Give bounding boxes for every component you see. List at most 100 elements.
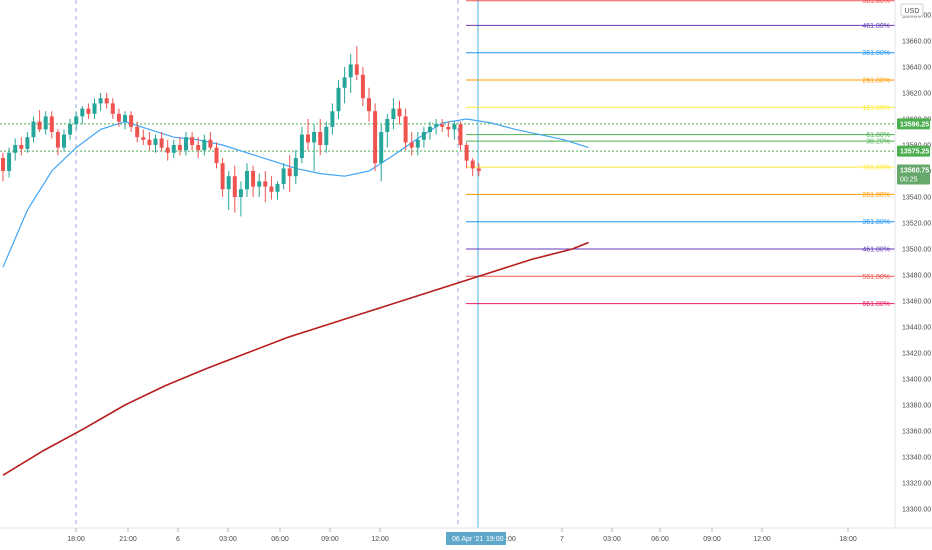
last-price-tag-countdown: 00:25 [900,177,918,184]
candle-body [367,98,371,112]
price-tick-label: 13660.00 [902,39,931,46]
candle [190,132,195,151]
candle-body [330,111,335,127]
candle [49,111,54,139]
time-tick-label: 06:00 [271,536,289,543]
candle [220,158,225,197]
candle [238,181,243,217]
candle [330,103,335,135]
candle-body [287,168,292,177]
candlesticks [1,46,481,217]
candle [367,87,371,122]
candle [379,124,384,182]
time-tick-label: 06:00 [651,536,669,543]
upper-price-tag-text: 13596.25 [900,121,929,128]
candle-body [123,115,127,122]
candle [92,98,97,119]
candle [13,138,18,161]
currency-label: USD [905,8,920,15]
price-tags: 13596.25 13575.25 13560.75 00:25 [897,118,930,185]
price-tick-label: 13400.00 [902,377,931,384]
candle-body [177,145,182,151]
candle [318,119,323,156]
crosshair-time-bg [446,532,506,545]
candle-body [208,139,213,148]
candle-body [257,181,262,187]
candle-body [43,116,48,130]
candle [226,171,231,210]
candle [312,124,317,171]
time-tick-label: 03:00 [603,536,621,543]
candle [232,165,237,213]
candle-body [409,142,414,148]
candle-body [74,116,79,125]
candle [446,121,451,138]
candle [37,109,42,132]
candle-body [458,124,463,145]
candle-body [299,134,304,158]
price-tick-label: 13360.00 [902,429,931,436]
price-tick-label: 13340.00 [902,455,931,462]
candle [397,100,402,125]
candle [165,139,170,161]
time-tick-label: 12:00 [753,536,771,543]
candle [452,121,457,140]
candle [421,126,426,148]
time-tick-label: 18:00 [839,536,857,543]
candle-body [55,132,60,148]
candle-body [110,103,115,114]
fibonacci-levels: 561.80% 461.80% 361.80% 261.80% 161.80% 61.80… [466,0,895,308]
price-tick-label: 13440.00 [902,325,931,332]
candle-body [238,189,243,197]
candle [464,142,469,169]
candle-body [324,126,329,145]
candle-body [397,108,402,117]
candle-body [80,108,85,117]
candle-body [214,147,219,164]
candle-body [391,108,396,119]
candle-body [226,176,231,190]
candle [184,132,188,156]
price-tick-label: 13480.00 [902,273,931,280]
candle [104,93,109,109]
candle-body [190,137,195,145]
price-tick-label: 13460.00 [902,299,931,306]
candle [135,121,140,143]
candle [428,121,432,140]
candle [129,111,134,132]
price-axis: 13680.0013660.0013640.0013620.0013600.00… [894,0,931,528]
candle [110,98,115,119]
candle [1,152,5,182]
candle [153,134,158,153]
last-price-tag: 13560.75 00:25 [897,164,930,185]
fib-level-label: 161.80% [862,105,890,112]
ema-slow-line [2,241,589,476]
candle [55,129,60,156]
candle-body [415,139,420,148]
time-tick-label: 03:00 [219,536,237,543]
candle-body [104,98,109,104]
candle [336,80,341,119]
candle-body [129,115,134,127]
candle [257,173,262,197]
candle-body [49,116,54,132]
candle-body [440,124,445,127]
candle-body [116,113,121,122]
fib-level-label: 361.80% [862,219,890,226]
candle [68,119,73,140]
candle-body [306,134,310,143]
currency-button[interactable]: USD [900,3,924,17]
candle-body [165,147,170,153]
candle-body [403,116,408,143]
time-tick-label: 7 [560,536,564,543]
candle-body [470,160,475,169]
fib-level-label: 461.80% [862,247,890,254]
vertical-session-lines [75,0,479,528]
candle-body [275,184,280,192]
candle [141,129,146,145]
mid-price-tag-bg [897,145,930,157]
time-tick-label: 09:00 [703,536,721,543]
candle-body [37,121,42,130]
candle [214,142,219,169]
